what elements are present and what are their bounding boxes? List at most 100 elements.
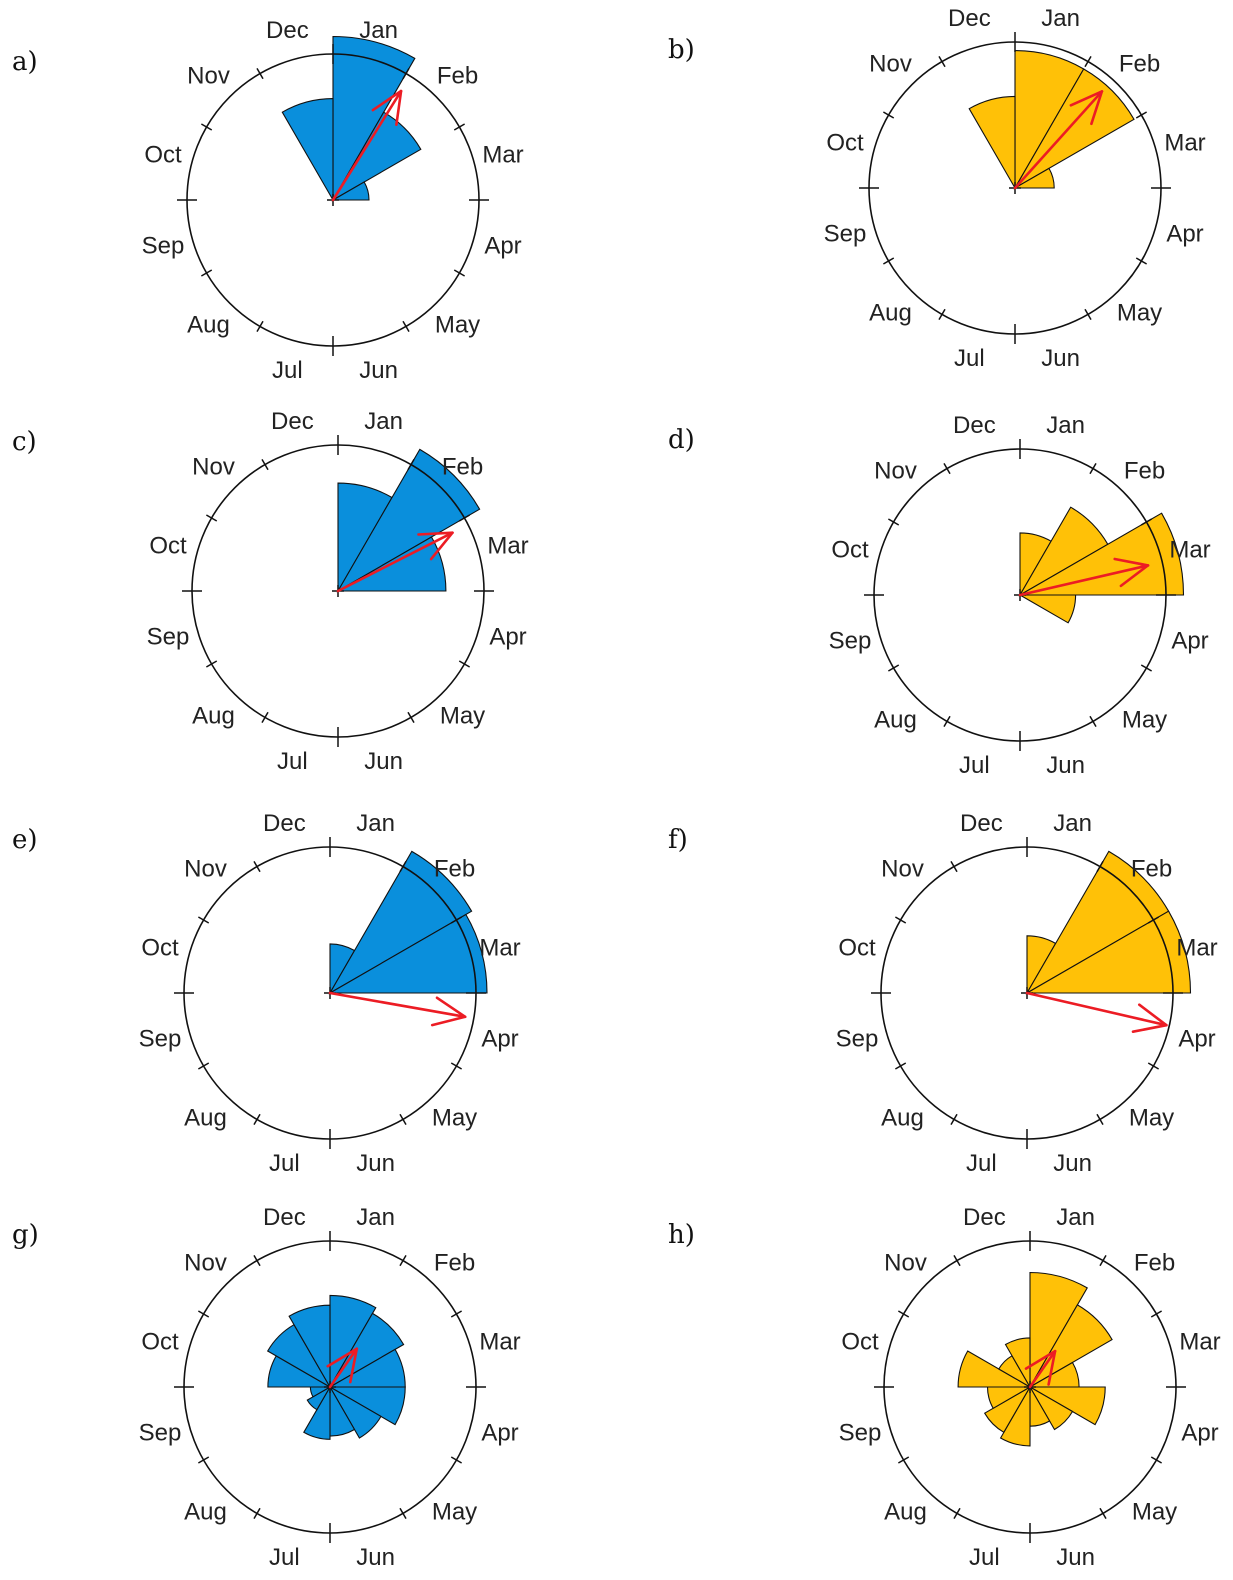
wedge-apr bbox=[1017, 594, 1077, 624]
month-label-sep: Sep bbox=[142, 233, 185, 260]
wedge-jan bbox=[332, 35, 416, 203]
dial-tick bbox=[1147, 916, 1160, 924]
month-label-jul: Jul bbox=[272, 357, 303, 384]
dial-tick bbox=[1084, 308, 1092, 321]
month-label-dec: Dec bbox=[263, 1204, 306, 1231]
month-label-jun: Jun bbox=[356, 1150, 395, 1177]
month-label-mar: Mar bbox=[482, 141, 523, 168]
month-label-oct: Oct bbox=[149, 532, 187, 559]
dial-tick bbox=[399, 1507, 407, 1520]
dial-tick bbox=[450, 1310, 463, 1318]
month-label-oct: Oct bbox=[141, 1328, 179, 1355]
month-label-may: May bbox=[1117, 300, 1162, 327]
wedge-may bbox=[328, 1385, 382, 1439]
dial-tick bbox=[887, 664, 900, 672]
dial-tick bbox=[1099, 1254, 1107, 1267]
dial-tick bbox=[1150, 1310, 1163, 1318]
month-label-oct: Oct bbox=[141, 934, 179, 961]
month-label-feb: Feb bbox=[1119, 51, 1160, 78]
dial-tick bbox=[402, 320, 410, 333]
month-label-mar: Mar bbox=[1164, 129, 1205, 156]
dial-tick bbox=[887, 518, 900, 526]
dial-tick bbox=[1135, 257, 1148, 265]
month-label-mar: Mar bbox=[479, 1328, 520, 1355]
month-label-nov: Nov bbox=[874, 458, 917, 485]
month-label-oct: Oct bbox=[826, 129, 864, 156]
month-label-feb: Feb bbox=[434, 1250, 475, 1277]
month-label-mar: Mar bbox=[1179, 1328, 1220, 1355]
wedge-aug bbox=[306, 1385, 332, 1411]
dial-tick bbox=[1147, 1062, 1160, 1070]
arrow-head bbox=[1069, 90, 1104, 126]
wedge-feb bbox=[328, 1312, 405, 1389]
dial-tick bbox=[458, 514, 471, 522]
dial-tick bbox=[407, 458, 415, 471]
dial-tick bbox=[1135, 111, 1148, 119]
month-label-may: May bbox=[1129, 1105, 1174, 1132]
dial-tick bbox=[943, 462, 951, 475]
month-label-feb: Feb bbox=[1131, 856, 1172, 883]
month-label-jun: Jun bbox=[364, 748, 403, 775]
month-label-jan: Jan bbox=[1056, 1204, 1095, 1231]
month-label-jan: Jan bbox=[356, 1204, 395, 1231]
arrow-head bbox=[417, 531, 454, 561]
rose-panel-g: g) Jan Feb Mar Apr May Jun Jul Aug Sep Oct Nov Dec bbox=[12, 1204, 521, 1571]
month-label-oct: Oct bbox=[838, 934, 876, 961]
wedge-dec bbox=[281, 98, 334, 203]
wedge-apr bbox=[327, 1386, 406, 1426]
rose-panel-e: e) Jan Feb Mar Apr May Jun Jul Aug Sep Oct Nov Dec bbox=[12, 810, 521, 1177]
dial-tick bbox=[1140, 518, 1153, 526]
panel-letter: d) bbox=[668, 425, 695, 455]
arrow-head bbox=[430, 996, 467, 1027]
rose-panel-c: c) Jan Feb Mar Apr May Jun Jul Aug Sep Oct Nov Dec bbox=[12, 408, 529, 775]
wedge-mar bbox=[330, 181, 370, 201]
dial-tick bbox=[1096, 860, 1104, 873]
dial-tick bbox=[402, 67, 410, 80]
month-label-apr: Apr bbox=[1171, 628, 1208, 655]
dial-tick bbox=[399, 1254, 407, 1267]
month-label-nov: Nov bbox=[184, 1250, 227, 1277]
mean-direction-arrow bbox=[1025, 991, 1168, 1027]
month-label-sep: Sep bbox=[839, 1420, 882, 1447]
month-label-oct: Oct bbox=[144, 141, 182, 168]
month-label-jul: Jul bbox=[969, 1544, 1000, 1571]
arrow-head bbox=[1131, 1003, 1168, 1033]
dial-tick bbox=[205, 660, 218, 668]
month-label-sep: Sep bbox=[824, 221, 867, 248]
month-label-jul: Jul bbox=[269, 1150, 300, 1177]
panel-letter: g) bbox=[12, 1220, 39, 1250]
mean-direction-arrow bbox=[328, 1347, 359, 1389]
dial-tick bbox=[450, 916, 463, 924]
month-label-mar: Mar bbox=[479, 934, 520, 961]
dial-tick bbox=[1084, 55, 1092, 68]
month-label-apr: Apr bbox=[481, 1420, 518, 1447]
month-label-aug: Aug bbox=[869, 300, 912, 327]
wedge-mar bbox=[327, 913, 488, 994]
month-label-may: May bbox=[1132, 1499, 1177, 1526]
dial-tick bbox=[938, 308, 946, 321]
month-label-jul: Jul bbox=[966, 1150, 997, 1177]
wedge-dec bbox=[1004, 1337, 1031, 1390]
month-label-jul: Jul bbox=[959, 752, 990, 779]
dial-tick bbox=[399, 1113, 407, 1126]
wedge-feb bbox=[1028, 1304, 1113, 1389]
wedge-mar bbox=[1012, 167, 1055, 189]
month-label-sep: Sep bbox=[139, 1026, 182, 1053]
month-label-feb: Feb bbox=[1124, 458, 1165, 485]
dial-tick bbox=[453, 269, 466, 277]
month-label-oct: Oct bbox=[831, 536, 869, 563]
mean-direction-arrow bbox=[1018, 564, 1150, 597]
wedge-aug bbox=[983, 1385, 1032, 1434]
month-label-aug: Aug bbox=[192, 703, 235, 730]
wedge-feb bbox=[331, 111, 422, 202]
mean-direction-arrow bbox=[1013, 90, 1104, 190]
dial-tick bbox=[894, 1062, 907, 1070]
month-label-aug: Aug bbox=[881, 1105, 924, 1132]
wedge-feb bbox=[1025, 850, 1170, 995]
mean-direction-arrow bbox=[331, 89, 403, 202]
month-label-jul: Jul bbox=[277, 748, 308, 775]
dial-tick bbox=[256, 67, 264, 80]
month-label-dec: Dec bbox=[263, 810, 306, 837]
panel-letter: e) bbox=[12, 825, 38, 855]
